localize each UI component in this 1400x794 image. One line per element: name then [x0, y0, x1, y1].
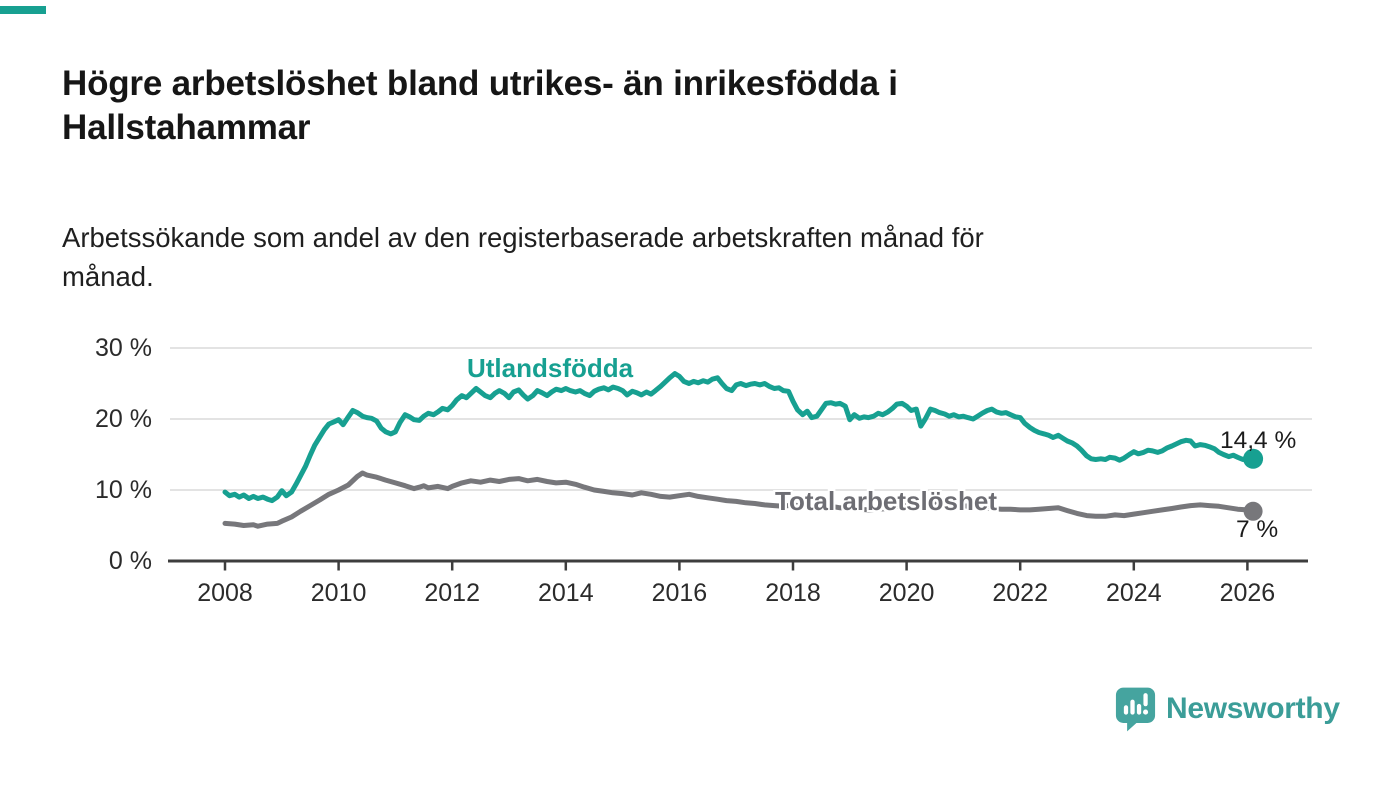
page-title-line-1: Högre arbetslöshet bland utrikes- än inr…	[62, 64, 898, 103]
x-axis-label: 2020	[878, 579, 935, 607]
page-subtitle-line-1: Arbetssökande som andel av den registerb…	[62, 222, 984, 253]
y-axis-label: 0 %	[108, 547, 152, 575]
end-value-label-utlandsfodda: 14,4 %	[1220, 427, 1297, 454]
newsworthy-logo: Newsworthy	[1115, 686, 1340, 732]
x-axis-label: 2008	[197, 579, 253, 607]
y-axis-label: 30 %	[95, 334, 152, 362]
series-label-utlandsfodda: Utlandsfödda	[467, 353, 634, 383]
x-axis-label: 2018	[765, 579, 821, 607]
x-axis-label: 2012	[424, 579, 480, 607]
y-axis-label: 10 %	[95, 476, 152, 504]
end-value-label-total-arbetsloshet: 7 %	[1236, 516, 1279, 543]
x-axis-label: 2014	[537, 579, 594, 607]
y-axis-label: 20 %	[95, 405, 152, 433]
page-subtitle: Arbetssökande som andel av den registerb…	[62, 218, 1262, 296]
series-end-dot-0	[1243, 448, 1264, 469]
newsworthy-bar-chart-bubble-icon	[1115, 687, 1156, 732]
series-line-1	[222, 470, 1256, 529]
page-subtitle-line-2: månad.	[62, 261, 154, 293]
series-label-total-arbetsloshet: Total arbetslöshet	[775, 486, 998, 516]
x-axis-label: 2016	[651, 579, 708, 607]
page-title-line-2: Hallstahammar	[62, 108, 311, 148]
newsworthy-wordmark: Newsworthy	[1166, 692, 1340, 725]
page-title: Högre arbetslöshet bland utrikes- än inr…	[62, 62, 1242, 151]
x-axis-label: 2026	[1219, 579, 1276, 607]
x-axis-label: 2010	[310, 579, 367, 607]
accent-bar	[0, 6, 46, 14]
x-axis-label: 2024	[1105, 579, 1162, 607]
x-axis-label: 2022	[992, 579, 1048, 607]
series-end-dot-1	[1243, 501, 1263, 521]
series-line-0	[222, 371, 1256, 504]
